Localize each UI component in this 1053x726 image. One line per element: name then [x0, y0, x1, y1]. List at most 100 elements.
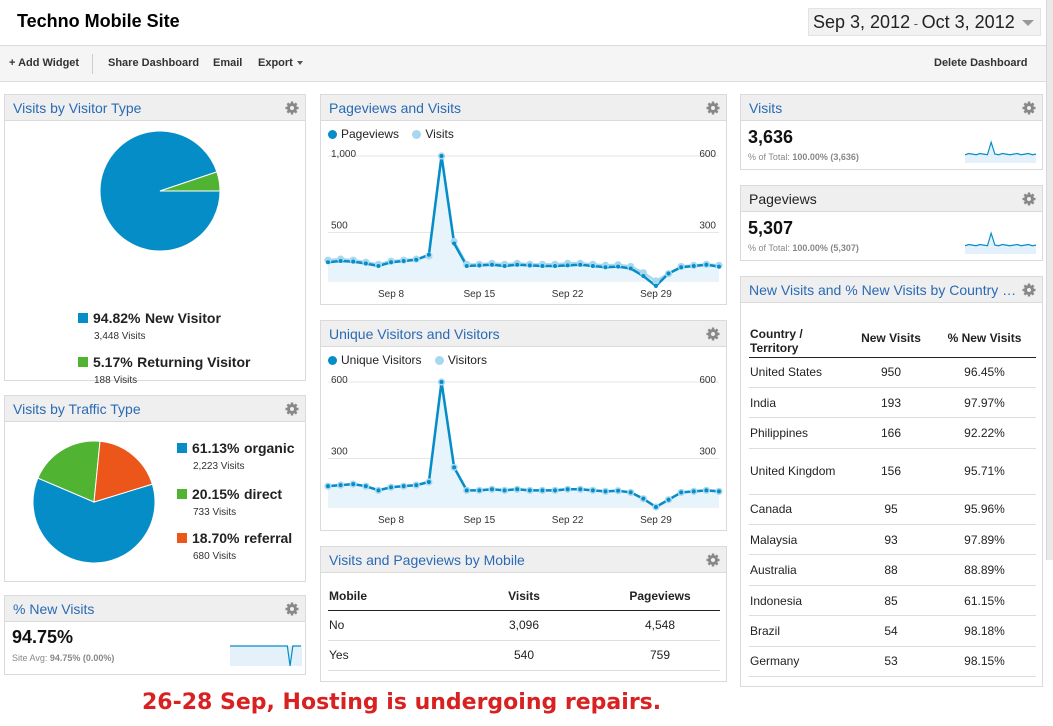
widget-header[interactable]: % New Visits	[5, 596, 305, 622]
legend-label: organic	[243, 440, 295, 456]
legend-item: 20.15% direct 733 Visits	[177, 486, 282, 518]
legend-pct: 94.82%	[93, 310, 141, 326]
column-header[interactable]: Country / Territory	[750, 326, 803, 355]
table-cell: 759	[649, 648, 671, 662]
table-header-row: Country / Territory New Visits % New Vis…	[749, 319, 1036, 357]
legend-item[interactable]: Pageviews	[328, 127, 399, 141]
y-tick-label-left: 500	[331, 221, 348, 232]
gear-icon[interactable]	[285, 602, 299, 616]
widget-title[interactable]: Unique Visitors and Visitors	[329, 326, 500, 342]
pie-slice-returning-visitor	[159, 171, 221, 192]
widget-new-visits-pct: % New Visits 94.75% Site Avg: 94.75% (0.…	[4, 595, 306, 675]
table-cell: 85	[884, 593, 898, 608]
metric-value: 3,636	[748, 127, 794, 147]
y-tick-label-left: 300	[331, 447, 348, 458]
metric-sub: Site Avg: 94.75% (0.00%)	[12, 653, 114, 663]
email-button[interactable]: Email	[213, 57, 243, 69]
widget-header[interactable]: Pageviews	[741, 186, 1042, 212]
date-start: Sep 3, 2012	[813, 12, 911, 32]
gear-icon[interactable]	[285, 101, 299, 115]
table-cell[interactable]: United States	[750, 365, 823, 380]
widget-title[interactable]: Visits	[749, 100, 783, 116]
widget-title[interactable]: % New Visits	[13, 601, 95, 617]
widget-header[interactable]: Visits by Visitor Type	[5, 95, 305, 121]
widget-title[interactable]: Visits by Traffic Type	[13, 401, 141, 417]
gear-icon[interactable]	[1022, 283, 1036, 297]
series-line-unique-visitors	[327, 381, 720, 509]
data-point	[376, 488, 381, 493]
widget-header[interactable]: Pageviews and Visits	[321, 95, 726, 121]
data-point	[351, 482, 356, 487]
gear-icon[interactable]	[706, 327, 720, 341]
sparkline-line	[965, 140, 1037, 156]
table-cell[interactable]: Germany	[750, 654, 800, 669]
table-cell[interactable]: Yes	[329, 648, 349, 662]
column-header[interactable]: New Visits	[861, 330, 921, 345]
table-cell[interactable]: Canada	[750, 502, 793, 517]
widget-title[interactable]: New Visits and % New Visits by Country /…	[749, 282, 1017, 298]
data-point	[389, 485, 394, 490]
date-range-picker[interactable]: Sep 3, 2012 - Oct 3, 2012	[808, 8, 1041, 36]
pie-slice-organic	[32, 477, 156, 564]
legend-visits: 733 Visits	[193, 507, 237, 518]
table-cell[interactable]: Malaysia	[750, 532, 798, 547]
widget-header[interactable]: New Visits and % New Visits by Country /…	[741, 277, 1042, 303]
delete-dashboard-button[interactable]: Delete Dashboard	[934, 57, 1028, 69]
column-header[interactable]: Visits	[508, 589, 540, 604]
widget-title[interactable]: Pageviews and Visits	[329, 100, 462, 116]
table-cell: 166	[880, 425, 901, 440]
data-point	[515, 262, 520, 267]
page-scrollbar[interactable]	[1046, 0, 1053, 560]
metric-sub-value: 100.00% (3,636)	[792, 152, 859, 162]
legend-item[interactable]: Unique Visitors	[328, 353, 421, 367]
legend-item[interactable]: Visitors	[434, 353, 487, 367]
table-row: United Kingdom 156 95.71%	[749, 448, 1036, 495]
table-cell[interactable]: Philippines	[750, 425, 809, 440]
column-header[interactable]: Pageviews	[629, 589, 691, 604]
y-tick-label-right: 300	[699, 221, 716, 232]
widget-title[interactable]: Visits by Visitor Type	[13, 100, 142, 116]
legend-dot	[328, 130, 337, 139]
table-cell[interactable]: Australia	[750, 563, 797, 578]
data-point	[414, 257, 419, 262]
widget-unique-visitors: Unique Visitors and Visitors Unique Visi…	[320, 320, 727, 531]
sparkline-area	[965, 233, 1036, 254]
share-dashboard-button[interactable]: Share Dashboard	[108, 57, 200, 69]
legend-pct: 61.13%	[192, 440, 240, 456]
column-header[interactable]: % New Visits	[947, 330, 1022, 345]
gear-icon[interactable]	[1022, 192, 1036, 206]
widget-title[interactable]: Pageviews	[749, 191, 817, 207]
legend-dot	[328, 356, 337, 365]
widget-header[interactable]: Visits and Pageviews by Mobile	[321, 547, 726, 573]
add-widget-button[interactable]: + Add Widget	[9, 57, 80, 69]
table-row: India 193 97.97%	[749, 387, 1036, 418]
x-tick-label: Sep 15	[464, 289, 496, 300]
widget-title[interactable]: Visits and Pageviews by Mobile	[329, 552, 525, 568]
widget-header[interactable]: Visits by Traffic Type	[5, 396, 305, 422]
legend-item[interactable]: Visits	[412, 127, 454, 141]
metric-sub: % of Total: 100.00% (5,307)	[748, 243, 859, 253]
chevron-down-icon[interactable]	[1022, 20, 1034, 26]
table-cell: 950	[880, 365, 901, 380]
data-point	[527, 488, 532, 493]
data-point	[414, 483, 419, 488]
gear-icon[interactable]	[706, 553, 720, 567]
table-cell[interactable]: India	[750, 395, 777, 410]
gear-icon[interactable]	[1022, 101, 1036, 115]
table-cell[interactable]: United Kingdom	[750, 464, 836, 479]
table-cell: 54	[884, 623, 898, 638]
export-button[interactable]: Export	[258, 57, 303, 69]
table-cell[interactable]: No	[329, 618, 345, 632]
gear-icon[interactable]	[706, 101, 720, 115]
widget-header[interactable]: Unique Visitors and Visitors	[321, 321, 726, 347]
legend-label: Unique Visitors	[341, 353, 422, 367]
column-header[interactable]: Mobile	[329, 589, 367, 604]
table-cell: 88.89%	[964, 563, 1005, 578]
table-cell[interactable]: Brazil	[750, 623, 781, 638]
widget-country: New Visits and % New Visits by Country /…	[740, 276, 1043, 687]
table-cell[interactable]: Indonesia	[750, 593, 803, 608]
widget-visits: Visits 3,636 % of Total: 100.00% (3,636)	[740, 94, 1043, 170]
x-tick-label: Sep 8	[378, 289, 405, 300]
gear-icon[interactable]	[285, 402, 299, 416]
widget-header[interactable]: Visits	[741, 95, 1042, 121]
